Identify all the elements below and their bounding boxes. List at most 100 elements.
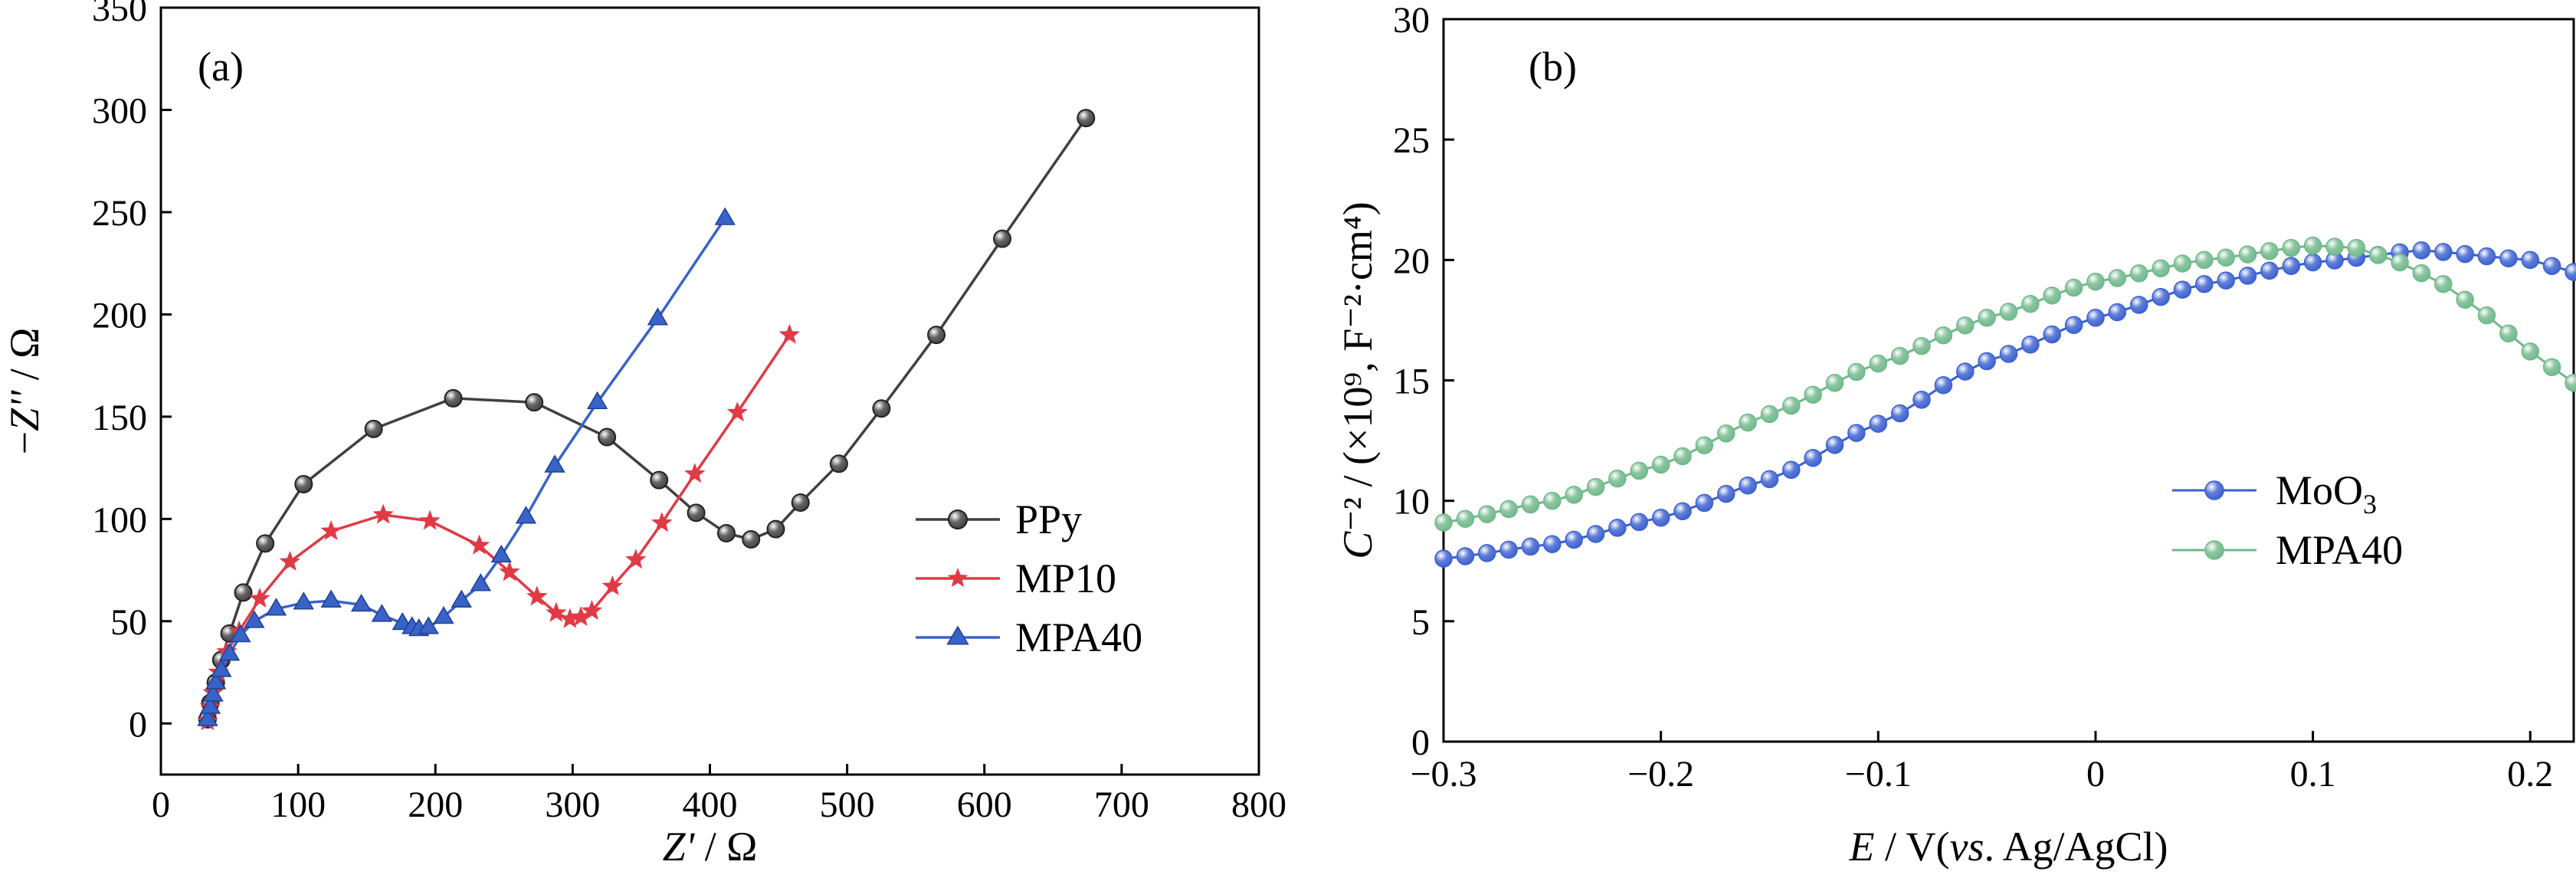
panel-label-a: (a) (198, 44, 244, 90)
data-point (2434, 275, 2453, 293)
data-point (249, 587, 270, 608)
data-point (2412, 241, 2431, 260)
data-point (256, 534, 275, 553)
data-point (2456, 290, 2474, 309)
data-point (2217, 248, 2235, 267)
data-point (526, 585, 548, 606)
data-point (2303, 253, 2322, 272)
data-point (1630, 461, 1649, 480)
y-tick-label-b: 5 (1411, 602, 1430, 643)
data-point (1782, 396, 1801, 415)
data-point (598, 428, 617, 447)
y-tick-label-b: 25 (1393, 120, 1430, 161)
data-point (2260, 261, 2279, 280)
data-point (244, 610, 265, 628)
data-point (1804, 448, 1822, 467)
legend-marker (947, 568, 968, 588)
legend-label: MoO3 (2276, 467, 2377, 519)
data-point (684, 463, 706, 483)
data-point (1999, 345, 2018, 363)
data-point (1477, 505, 1496, 523)
data-point (647, 307, 669, 326)
data-point (1739, 413, 1757, 432)
data-point (1890, 346, 1909, 365)
data-point (1608, 519, 1627, 537)
data-point (470, 573, 492, 591)
x-tick-label-b: −0.3 (1410, 754, 1476, 794)
data-point (581, 600, 603, 621)
data-point (1934, 375, 1953, 395)
data-point (1477, 544, 1496, 562)
data-point (444, 388, 463, 408)
data-point (2021, 294, 2040, 313)
data-point (1847, 424, 1866, 442)
data-point (1739, 476, 1757, 495)
data-point (451, 589, 472, 608)
data-point (714, 207, 736, 225)
legend-item: MP10 (916, 555, 1116, 601)
data-point (515, 506, 537, 524)
y-tick-label-b: 15 (1393, 362, 1430, 402)
data-point (265, 598, 287, 616)
panel-a: 0 100 200 300 400 500 600 700 800 0 50 100 150 200 250… (2, 0, 1286, 870)
y-tick-label-b: 0 (1411, 722, 1430, 763)
data-point (1956, 316, 1975, 335)
y-tick-label-a: 350 (92, 0, 147, 29)
data-point (1673, 502, 1692, 521)
data-point (1999, 303, 2018, 321)
x-tick-label-a: 400 (683, 785, 738, 825)
data-point (1869, 414, 1888, 433)
data-point (2108, 303, 2127, 322)
data-point (364, 419, 383, 438)
legend-label: MPA40 (1015, 614, 1142, 660)
data-point (202, 683, 224, 702)
data-point (1608, 469, 1627, 488)
y-tick-label-a: 100 (92, 500, 147, 540)
data-point (2499, 249, 2518, 267)
y-tick-label-a: 50 (110, 602, 147, 643)
x-tick-label-b: 0 (2086, 754, 2105, 794)
y-tick-label-b: 30 (1393, 0, 1430, 41)
series-mp10 (197, 323, 801, 731)
data-point (2217, 271, 2235, 290)
data-point (1869, 354, 1888, 373)
series-line (206, 334, 791, 722)
data-point (1673, 447, 1692, 466)
data-point (1717, 484, 1735, 503)
data-point (199, 696, 221, 714)
data-point (1434, 549, 1453, 568)
data-point (1565, 530, 1583, 549)
legend-marker (2204, 480, 2224, 500)
data-point (1847, 362, 1866, 382)
data-point (2391, 253, 2409, 272)
data-point (211, 659, 232, 677)
x-axis-title-b: E / V(vs. Ag/AgCl) (1848, 824, 2168, 870)
data-point (218, 643, 241, 661)
data-point (2325, 238, 2344, 256)
data-point (1825, 436, 1844, 454)
data-point (2173, 280, 2192, 299)
data-point (726, 401, 749, 422)
data-point (320, 589, 342, 608)
data-point (651, 512, 673, 532)
data-point (716, 524, 736, 543)
data-point (1978, 309, 1996, 327)
data-point (1978, 352, 1996, 371)
x-tick-label-a: 100 (270, 785, 326, 825)
data-point (2412, 264, 2431, 283)
data-point (372, 503, 394, 524)
data-point (1890, 404, 1909, 423)
data-point (778, 323, 801, 344)
x-tick-label-a: 700 (1094, 785, 1149, 825)
data-point (1804, 385, 1822, 404)
data-point (586, 391, 608, 409)
data-point (742, 530, 761, 549)
data-point (2434, 243, 2453, 261)
data-point (1630, 513, 1649, 532)
data-point (2152, 259, 2170, 277)
y-tick-label-a: 200 (92, 295, 147, 336)
data-point (2043, 325, 2061, 344)
data-point (2086, 272, 2105, 291)
data-point (1543, 491, 1562, 510)
data-point (2238, 245, 2257, 264)
